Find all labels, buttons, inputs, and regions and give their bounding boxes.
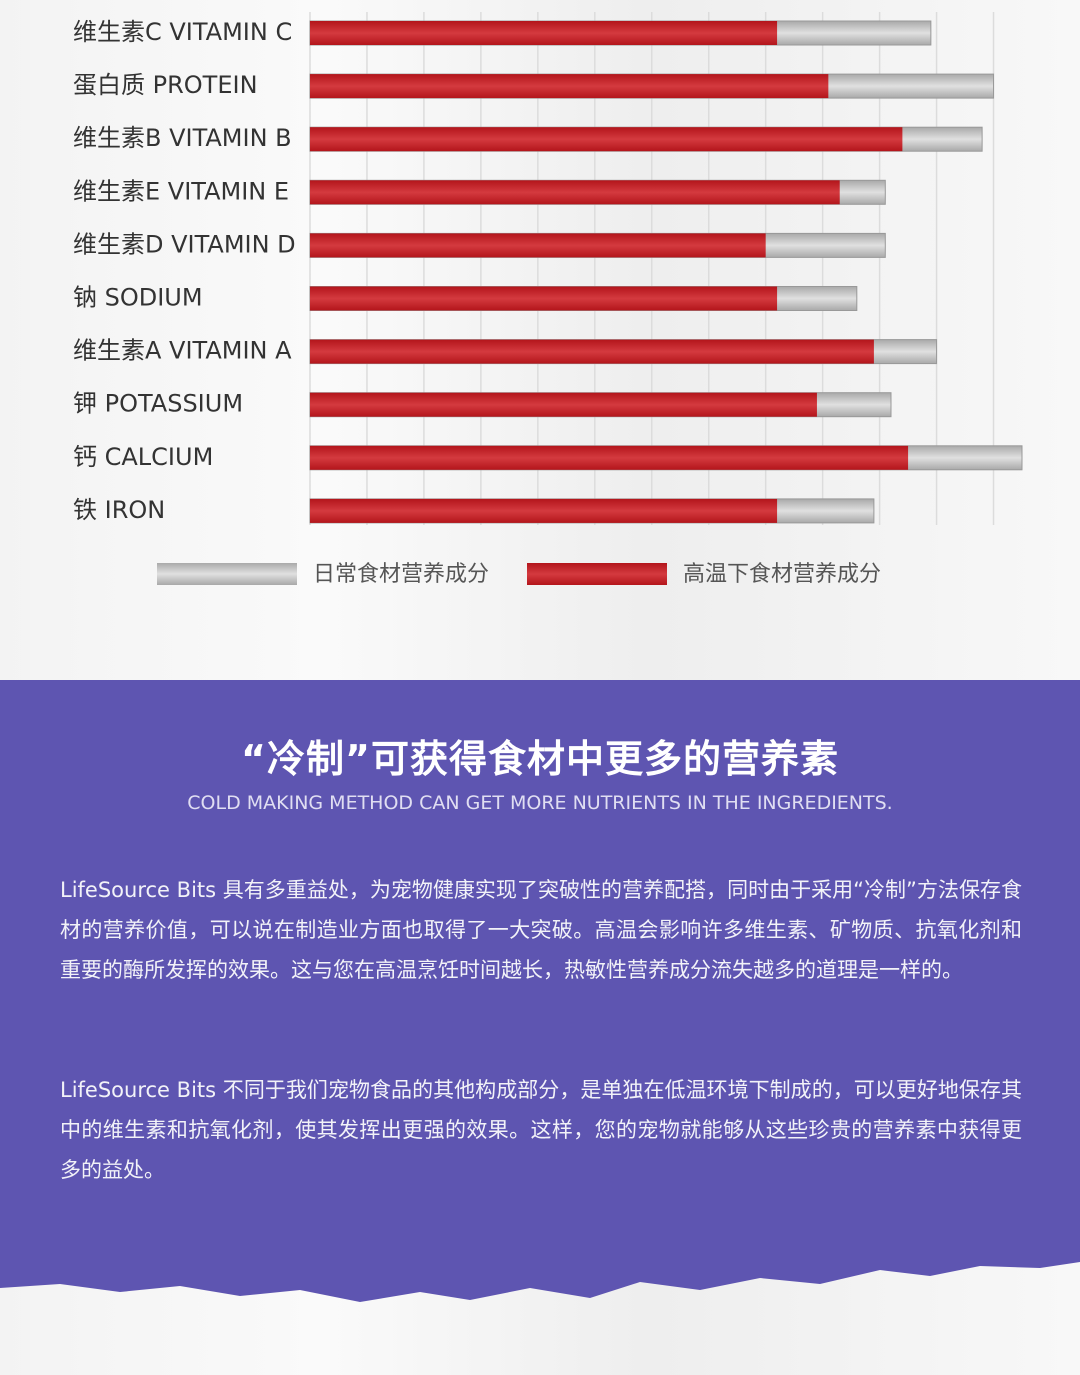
y-tick-label: 维生素C VITAMIN C: [73, 18, 292, 46]
paragraph: LifeSource Bits 具有多重益处，为宠物健康实现了突破性的营养配搭，…: [60, 878, 1022, 982]
legend-swatch: [157, 563, 297, 585]
bar: [310, 127, 903, 152]
bar: [310, 286, 778, 311]
bar: [310, 445, 909, 470]
y-tick-label: 蛋白质 PROTEIN: [73, 71, 258, 99]
bar: [310, 180, 840, 205]
bar: [310, 339, 874, 364]
y-tick-label: 铁 IRON: [73, 496, 165, 524]
legend-label: 高温下食材营养成分: [683, 562, 881, 587]
brush-band: [0, 680, 1080, 1302]
y-tick-label: 维生素D VITAMIN D: [73, 230, 296, 258]
bar: [310, 392, 817, 417]
y-tick-label: 钙 CALCIUM: [73, 443, 213, 471]
y-tick-label: 维生素A VITAMIN A: [73, 337, 292, 365]
bar: [310, 498, 778, 523]
bar: [310, 74, 829, 99]
legend-label: 日常食材营养成分: [313, 562, 489, 587]
bar: [310, 233, 766, 258]
bar: [310, 21, 778, 45]
y-tick-label: 钠 SODIUM: [73, 284, 203, 312]
chart: 维生素C VITAMIN C 蛋白质 PROTEIN 维生素B VITAMIN B 维…: [73, 12, 1023, 587]
section-subtitle: COLD MAKING METHOD CAN GET MORE NUTRIENT…: [187, 792, 893, 814]
y-tick-label: 维生素B VITAMIN B: [73, 124, 292, 152]
paragraph: LifeSource Bits 不同于我们宠物食品的其他构成部分，是单独在低温环…: [60, 1078, 1022, 1182]
y-tick-label: 维生素E VITAMIN E: [73, 177, 289, 205]
y-tick-label: 钾 POTASSIUM: [73, 390, 243, 418]
legend-swatch: [527, 563, 667, 585]
section-title: “冷制”可获得食材中更多的营养素: [241, 737, 839, 781]
